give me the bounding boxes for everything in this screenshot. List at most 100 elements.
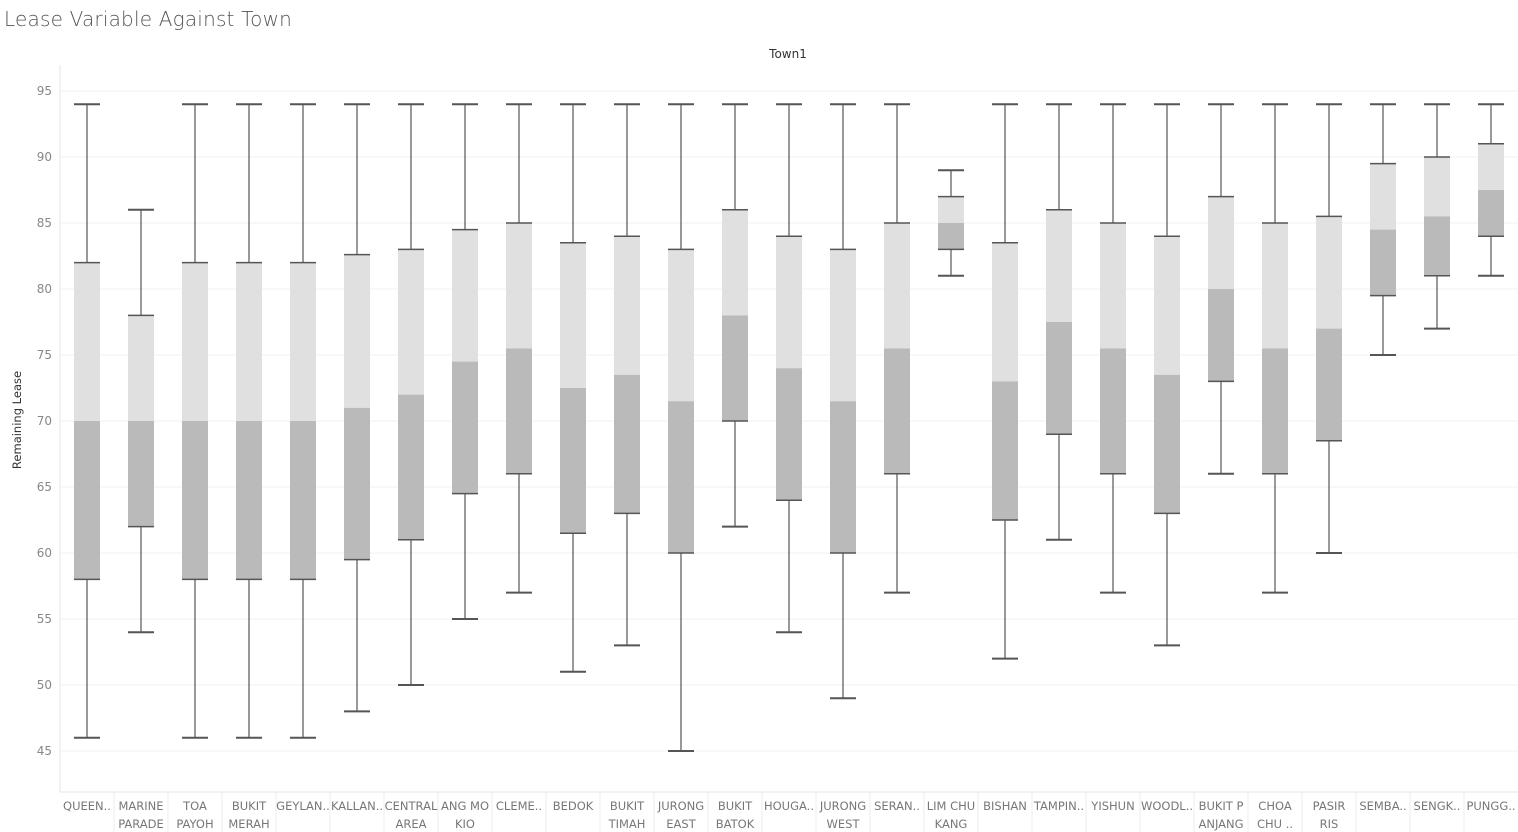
x-tick-label-line: BISHAN	[983, 799, 1027, 813]
box-4	[290, 103, 316, 739]
box-16	[938, 169, 964, 277]
x-tick-label: WOODL..	[1141, 799, 1193, 813]
box-23	[1316, 103, 1342, 554]
x-tick-label: YISHUN	[1090, 799, 1134, 813]
x-tick-label: SEMBA..	[1359, 799, 1406, 813]
x-tick-label-line: ANG MO	[441, 799, 489, 813]
upper-box	[344, 254, 370, 408]
box-10	[614, 103, 640, 647]
x-tick-label-line: RIS	[1320, 817, 1339, 831]
lower-box	[128, 421, 154, 527]
x-tick-label-line: SERAN..	[874, 799, 920, 813]
x-tick-label-line: MERAH	[228, 817, 269, 831]
lower-box	[1478, 190, 1504, 237]
x-tick-label: QUEEN..	[63, 799, 111, 813]
lower-box	[290, 421, 316, 580]
upper-box	[290, 262, 316, 421]
lower-box	[1370, 229, 1396, 296]
x-tick-label: MARINE PARADE	[118, 799, 164, 831]
box-11	[668, 103, 694, 752]
x-tick-label-line: GEYLAN..	[276, 799, 330, 813]
box-5	[344, 103, 370, 713]
lower-box	[722, 315, 748, 421]
x-tick-label-line: WOODL..	[1141, 799, 1193, 813]
box-12	[722, 103, 748, 528]
x-tick-label: TOA PAYOH	[176, 799, 213, 831]
x-tick-label-line: CLEME..	[496, 799, 542, 813]
x-tick-label-line: EAST	[666, 817, 696, 831]
lower-box	[182, 421, 208, 580]
x-tick-label-line: BUKIT P	[1199, 799, 1244, 813]
lower-box	[1100, 348, 1126, 474]
lower-box	[776, 368, 802, 501]
x-tick-label: CHOA CHU ..	[1257, 799, 1293, 831]
y-tick-label: 70	[37, 414, 52, 428]
upper-box	[1208, 196, 1234, 289]
x-tick-label-line: SEMBA..	[1359, 799, 1406, 813]
x-tick-label-line: TIMAH	[608, 817, 646, 831]
x-tick-label: JURONG WEST	[819, 799, 866, 831]
x-tick-label: BISHAN	[983, 799, 1027, 813]
upper-box	[182, 262, 208, 421]
column-header: Town1	[768, 47, 807, 61]
x-tick-label-line: BUKIT	[232, 799, 267, 813]
lower-box	[236, 421, 262, 580]
x-tick-label-line: PARADE	[118, 817, 164, 831]
x-tick-label: TAMPIN..	[1033, 799, 1084, 813]
x-tick-label: CENTRAL AREA	[385, 799, 438, 831]
box-24	[1370, 103, 1396, 356]
x-tick-label: PUNGG..	[1466, 799, 1515, 813]
x-tick-label-line: KANG	[935, 817, 968, 831]
y-tick-label: 75	[37, 348, 52, 362]
y-tick-label: 95	[37, 84, 52, 98]
y-tick-label: 90	[37, 150, 52, 164]
lower-box	[560, 388, 586, 534]
box-26	[1478, 103, 1504, 277]
x-tick-label: KALLAN..	[331, 799, 383, 813]
lower-box	[344, 407, 370, 560]
box-21	[1208, 103, 1234, 475]
upper-box	[398, 249, 424, 395]
x-tick-label-line: CENTRAL	[385, 799, 438, 813]
x-tick-label-line: BATOK	[716, 817, 755, 831]
x-tick-label-line: ANJANG	[1198, 817, 1243, 831]
upper-box	[236, 262, 262, 421]
x-tick-label-line: CHU ..	[1257, 817, 1293, 831]
lower-box	[614, 374, 640, 514]
x-tick-label-line: MARINE	[118, 799, 163, 813]
x-tick-label-line: PAYOH	[176, 817, 213, 831]
box-6	[398, 103, 424, 686]
lower-box	[1316, 328, 1342, 441]
box-14	[830, 103, 856, 700]
upper-box	[506, 223, 532, 349]
lower-box	[74, 421, 100, 580]
x-tick-label: SERAN..	[874, 799, 920, 813]
box-19	[1100, 103, 1126, 594]
lower-box	[452, 361, 478, 494]
x-tick-label: JURONG EAST	[657, 799, 704, 831]
x-tick-label: LIM CHU KANG	[927, 799, 975, 831]
upper-box	[1100, 223, 1126, 349]
lower-box	[506, 348, 532, 474]
x-tick-label-line: QUEEN..	[63, 799, 111, 813]
upper-box	[1262, 223, 1288, 349]
y-tick-label: 55	[37, 612, 52, 626]
x-tick-label: SENGK..	[1414, 799, 1461, 813]
box-2	[182, 103, 208, 739]
lower-box	[1424, 216, 1450, 276]
lower-box	[1154, 374, 1180, 514]
x-tick-label: BUKIT MERAH	[228, 799, 269, 831]
box-17	[992, 103, 1018, 660]
x-tick-label-line: CHOA	[1258, 799, 1292, 813]
y-tick-label: 85	[37, 216, 52, 230]
x-tick-label-line: SENGK..	[1414, 799, 1461, 813]
x-tick-label-line: KIO	[455, 817, 475, 831]
upper-box	[1370, 163, 1396, 230]
lower-box	[668, 401, 694, 553]
y-tick-label: 50	[37, 678, 52, 692]
x-tick-label-line: AREA	[396, 817, 427, 831]
x-tick-label-line: TOA	[182, 799, 207, 813]
box-0	[74, 103, 100, 739]
box-3	[236, 103, 262, 739]
